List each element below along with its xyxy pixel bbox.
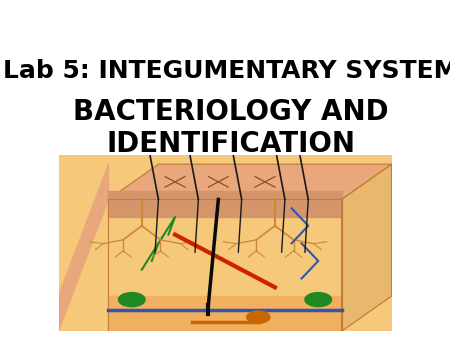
Circle shape — [247, 311, 270, 323]
Circle shape — [118, 293, 145, 307]
FancyBboxPatch shape — [58, 155, 392, 331]
Polygon shape — [342, 164, 392, 331]
Circle shape — [305, 293, 332, 307]
Polygon shape — [108, 191, 342, 199]
Text: Lab 5: INTEGUMENTARY SYSTEM: Lab 5: INTEGUMENTARY SYSTEM — [3, 59, 450, 83]
Polygon shape — [108, 164, 392, 199]
Bar — [102, 160, 360, 296]
Polygon shape — [108, 296, 342, 331]
Polygon shape — [108, 199, 342, 331]
Text: BACTERIOLOGY AND
IDENTIFICATION: BACTERIOLOGY AND IDENTIFICATION — [73, 98, 388, 158]
Polygon shape — [58, 164, 108, 331]
Polygon shape — [108, 199, 342, 217]
